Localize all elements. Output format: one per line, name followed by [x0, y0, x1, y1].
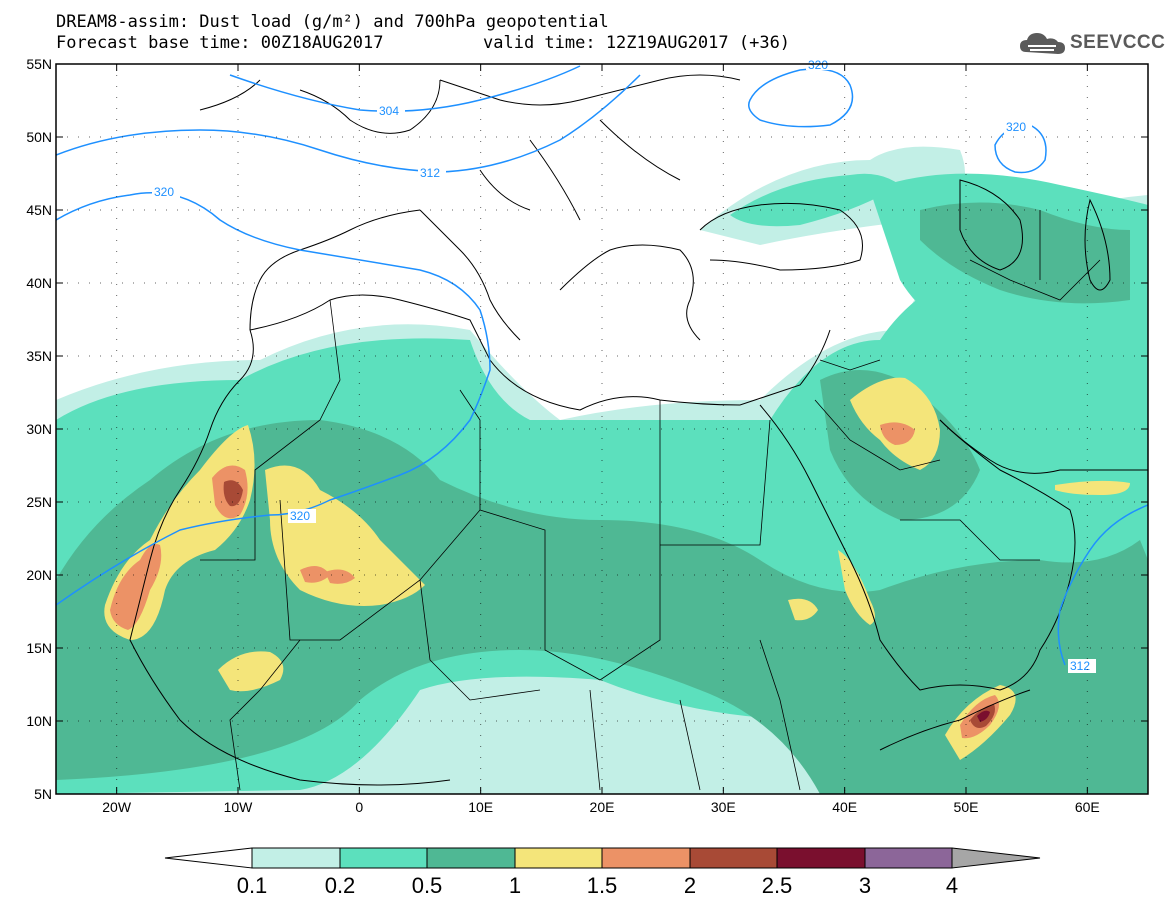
lat-tick-label: 5N: [34, 786, 52, 802]
colorbar-label: 1.5: [587, 873, 618, 898]
lon-tick-label: 10W: [224, 799, 254, 815]
colorbar-label: 0.2: [325, 873, 356, 898]
colorbar-max-arrow: [951, 847, 1041, 869]
seevccc-logo: SEEVCCC: [1018, 28, 1165, 58]
geopotential-contours: [56, 65, 1148, 666]
contour-label: 320: [1006, 120, 1026, 134]
lon-tick-label: 30E: [711, 799, 736, 815]
dust-level-1: [1055, 480, 1130, 495]
colorbar-label: 2.5: [762, 873, 793, 898]
lon-tick-label: 10E: [468, 799, 493, 815]
colorbar-swatch-2.5: [776, 847, 866, 869]
lat-axis: 55N 50N 45N 40N 35N 30N 25N 20N 15N 10N 5N: [26, 56, 1148, 802]
colorbar-swatch-1: [514, 847, 603, 869]
contour-label: 312: [420, 166, 440, 180]
graticule: [56, 64, 1148, 794]
contour-label: 320: [808, 58, 828, 72]
colorbar-swatch-2: [689, 847, 778, 869]
lon-tick-label: 20W: [102, 799, 132, 815]
lat-tick-label: 45N: [26, 202, 52, 218]
colorbar-label: 2: [684, 873, 696, 898]
contour-label: 320: [290, 509, 310, 523]
country-borders: [200, 210, 1101, 791]
contour-label: 320: [154, 185, 174, 199]
colorbar: 0.1 0.2 0.5 1 1.5 2 2.5 3 4: [164, 847, 1041, 898]
valid-time: valid time: 12Z19AUG2017 (+36): [483, 33, 791, 53]
colorbar-min-arrow: [164, 847, 253, 869]
colorbar-swatch-1.5: [601, 847, 691, 869]
lat-tick-label: 30N: [26, 421, 52, 437]
map-title: DREAM8-assim: Dust load (g/m²) and 700hP…: [56, 12, 609, 32]
lat-tick-label: 20N: [26, 567, 52, 583]
dust-level-1: [838, 550, 875, 625]
dust-level-1: [788, 598, 818, 621]
lon-tick-label: 0: [355, 799, 363, 815]
lat-tick-label: 10N: [26, 713, 52, 729]
colorbar-swatch-0.1: [251, 847, 341, 869]
logo-text: SEEVCCC: [1070, 32, 1165, 53]
lat-tick-label: 25N: [26, 494, 52, 510]
dust-level-1.5: [325, 569, 355, 584]
colorbar-swatch-0.5: [426, 847, 516, 869]
colorbar-label: 0.5: [412, 873, 443, 898]
colorbar-label: 1: [509, 873, 521, 898]
colorbar-label: 3: [859, 873, 871, 898]
lon-tick-label: 50E: [954, 799, 979, 815]
colorbar-label: 0.1: [237, 873, 268, 898]
dust-level-1.5: [880, 422, 915, 445]
contour-label: 312: [1070, 659, 1090, 673]
dust-level-1.5: [300, 566, 330, 583]
lon-tick-label: 20E: [590, 799, 615, 815]
lon-axis: 20W 10W 0 10E 20E 30E 40E 50E 60E: [102, 64, 1100, 815]
contour-label: 304: [379, 104, 399, 118]
lat-tick-label: 50N: [26, 129, 52, 145]
dust-level-2: [223, 480, 243, 507]
colorbar-label: 4: [946, 873, 958, 898]
dust-level-2.5: [977, 710, 990, 722]
lat-tick-label: 15N: [26, 640, 52, 656]
lon-tick-label: 60E: [1075, 799, 1100, 815]
lat-tick-label: 55N: [26, 56, 52, 72]
dust-field: [56, 146, 1148, 794]
forecast-base-time: Forecast base time: 00Z18AUG2017: [56, 33, 384, 53]
contour-labels: 304 312 320 320 320 312 320: [152, 58, 1096, 673]
colorbar-swatch-0.2: [339, 847, 428, 869]
dust-level-0.2: [730, 173, 900, 227]
lat-tick-label: 40N: [26, 275, 52, 291]
lon-tick-label: 40E: [832, 799, 857, 815]
dust-level-0.5: [920, 202, 1130, 304]
colorbar-swatch-3: [864, 847, 953, 869]
cloud-icon: [1020, 33, 1065, 54]
lat-tick-label: 35N: [26, 348, 52, 364]
